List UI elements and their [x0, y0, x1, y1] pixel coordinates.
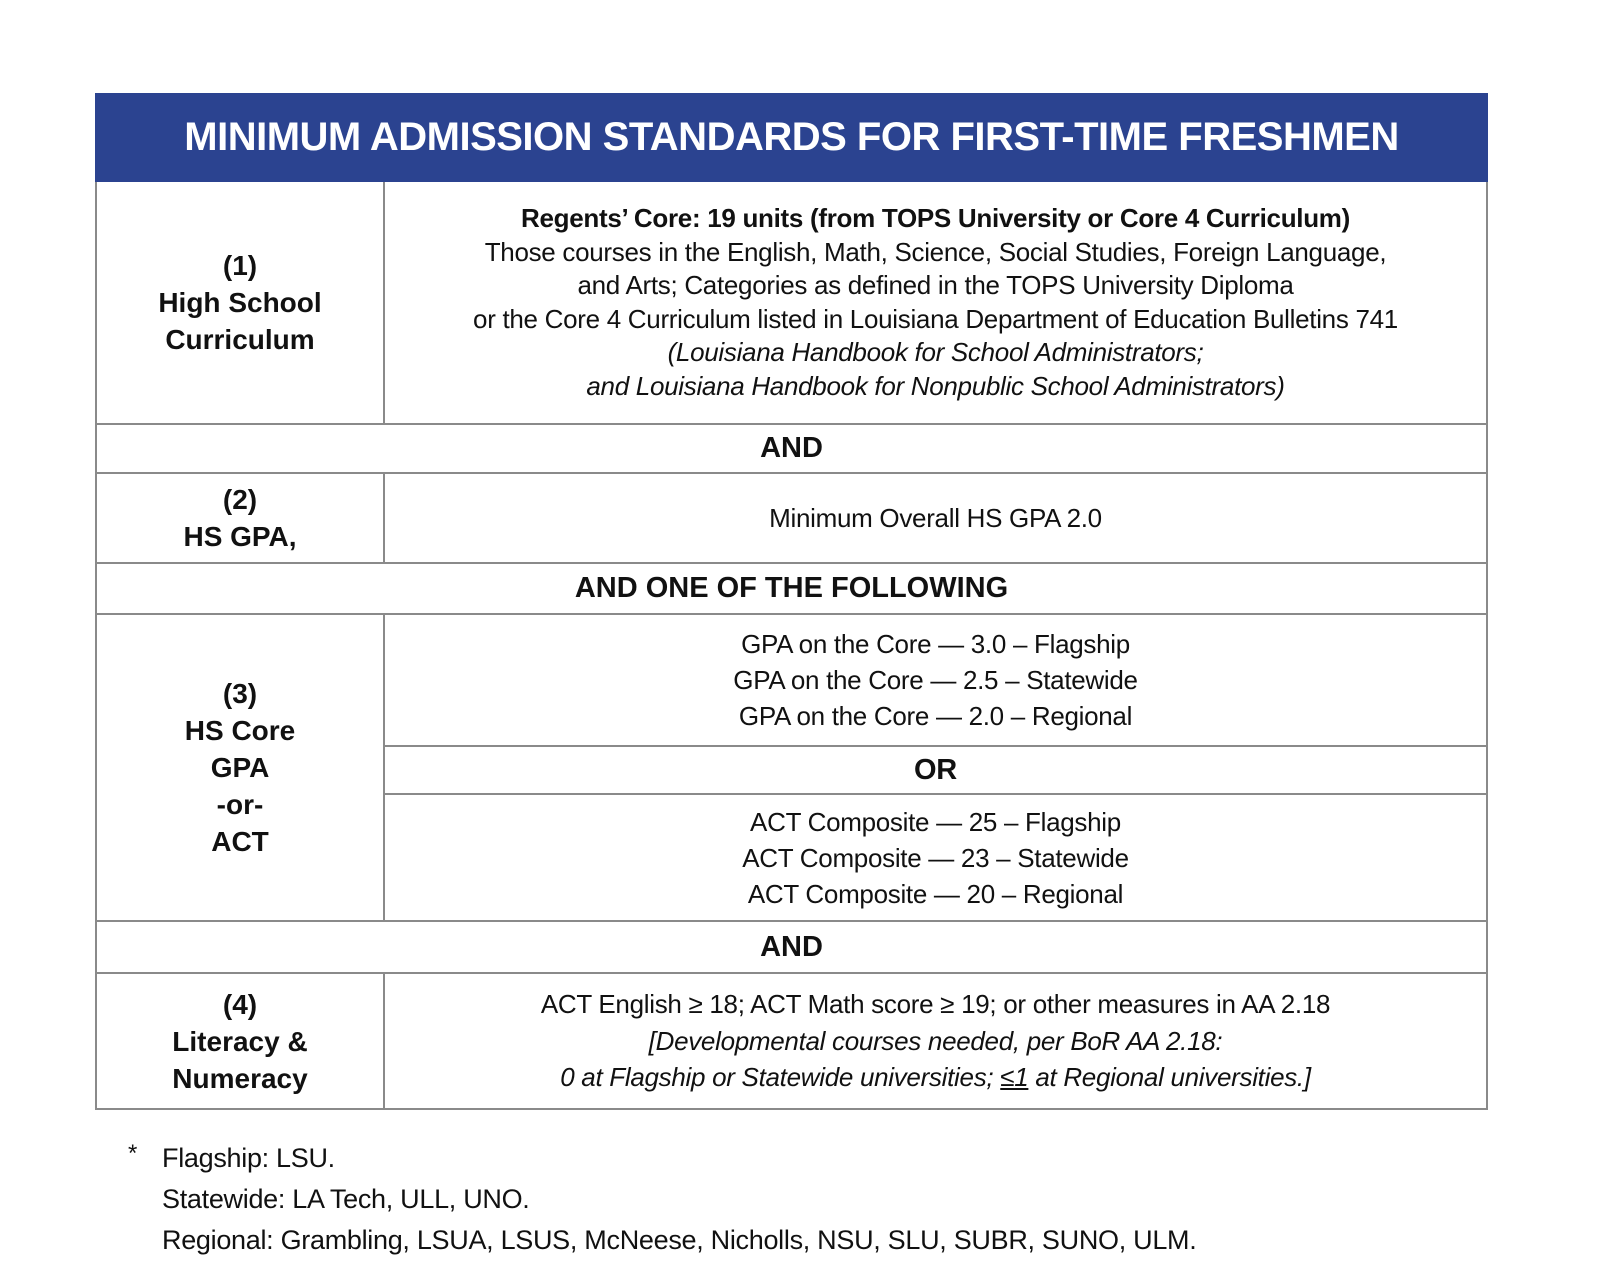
regents-core-heading: Regents’ Core: 19 units (from TOPS Unive… [521, 203, 1350, 233]
core-gpa-option: GPA on the Core — 3.0 – Flagship [741, 629, 1130, 659]
developmental-courses-note: [Developmental courses needed, per BoR A… [648, 1025, 1223, 1056]
row4-content-cell: ACT English ≥ 18; ACT Math score ≥ 19; o… [385, 974, 1486, 1108]
connector-and-2: AND [97, 920, 1486, 972]
footnote-asterisk: * [128, 1140, 138, 1167]
row1-content-line: or the Core 4 Curriculum listed in Louis… [473, 303, 1398, 334]
act-scores-requirement: ACT English ≥ 18; ACT Math score ≥ 19; o… [540, 989, 1331, 1020]
row2-label-number: (2) [222, 484, 258, 515]
minimum-gpa-text: Minimum Overall HS GPA 2.0 [769, 502, 1102, 533]
row1-handbook-line: and Louisiana Handbook for Nonpublic Sch… [586, 370, 1285, 401]
note-text: at Regional universities.] [1028, 1062, 1311, 1093]
core-gpa-option: GPA on the Core — 2.0 – Regional [738, 701, 1133, 731]
row2-label-line: HS GPA, [183, 521, 297, 552]
row3-label-line: -or- [216, 789, 264, 820]
core-gpa-option: GPA on the Core — 2.5 – Statewide [733, 665, 1138, 695]
connector-and-one-of-following: AND ONE OF THE FOLLOWING [97, 562, 1486, 613]
row2-content-cell: Minimum Overall HS GPA 2.0 [385, 474, 1486, 562]
core-gpa-options-cell: GPA on the Core — 3.0 – Flagship GPA on … [385, 615, 1486, 745]
row-literacy-numeracy: (4) Literacy & Numeracy ACT English ≥ 18… [97, 972, 1486, 1108]
row1-label-line: Curriculum [165, 324, 315, 355]
row-high-school-curriculum: (1) High School Curriculum Regents’ Core… [97, 182, 1486, 423]
row3-label-number: (3) [222, 678, 258, 709]
footnote-lines: Flagship: LSU. Statewide: LA Tech, ULL, … [162, 1138, 1197, 1261]
row4-label-line: Literacy & [172, 1025, 308, 1057]
act-option: ACT Composite — 23 – Statewide [742, 842, 1129, 873]
row4-label-line: Numeracy [172, 1062, 308, 1094]
admission-standards-table: MINIMUM ADMISSION STANDARDS FOR FIRST-TI… [95, 93, 1488, 1110]
row1-content-line: and Arts; Categories as defined in the T… [577, 270, 1294, 300]
row1-handbook-line: (Louisiana Handbook for School Administr… [667, 337, 1204, 367]
note-underlined-value: ≤1 [1000, 1062, 1029, 1093]
row1-label-number: (1) [222, 250, 258, 281]
row3-content-cells: GPA on the Core — 3.0 – Flagship GPA on … [385, 615, 1486, 920]
developmental-courses-note: 0 at Flagship or Statewide universities;… [385, 1059, 1486, 1096]
connector-or: OR [385, 745, 1486, 795]
row-hs-gpa: (2) HS GPA, Minimum Overall HS GPA 2.0 [97, 472, 1486, 562]
table-title-banner: MINIMUM ADMISSION STANDARDS FOR FIRST-TI… [95, 93, 1488, 182]
row1-label-cell: (1) High School Curriculum [97, 182, 385, 423]
row4-label-cell: (4) Literacy & Numeracy [97, 974, 385, 1108]
row3-label-cell: (3) HS Core GPA -or- ACT [97, 615, 385, 920]
row3-label-line: GPA [210, 752, 270, 783]
row1-content-cell: Regents’ Core: 19 units (from TOPS Unive… [385, 182, 1486, 423]
act-option: ACT Composite — 20 – Regional [747, 878, 1124, 909]
row-core-gpa-or-act: (3) HS Core GPA -or- ACT GPA on the Core… [97, 613, 1486, 920]
footnote-line-regional: Regional: Grambling, LSUA, LSUS, McNeese… [162, 1225, 1197, 1255]
connector-and-1: AND [97, 423, 1486, 472]
row1-content-line: Those courses in the English, Math, Scie… [484, 236, 1387, 267]
row3-label-line: ACT [211, 826, 269, 857]
footnote-line-statewide: Statewide: LA Tech, ULL, UNO. [162, 1184, 530, 1214]
footnote: * Flagship: LSU. Statewide: LA Tech, ULL… [128, 1138, 1197, 1261]
row4-label-number: (4) [222, 988, 258, 1020]
note-text: 0 at Flagship or Statewide universities; [560, 1062, 1001, 1093]
act-options-cell: ACT Composite — 25 – Flagship ACT Compos… [385, 795, 1486, 920]
act-option: ACT Composite — 25 – Flagship [750, 806, 1121, 837]
row1-label-line: High School [158, 287, 322, 318]
table-title: MINIMUM ADMISSION STANDARDS FOR FIRST-TI… [184, 115, 1399, 159]
row2-label-cell: (2) HS GPA, [97, 474, 385, 562]
footnote-line-flagship: Flagship: LSU. [162, 1143, 335, 1173]
row3-label-line: HS Core [184, 715, 296, 746]
